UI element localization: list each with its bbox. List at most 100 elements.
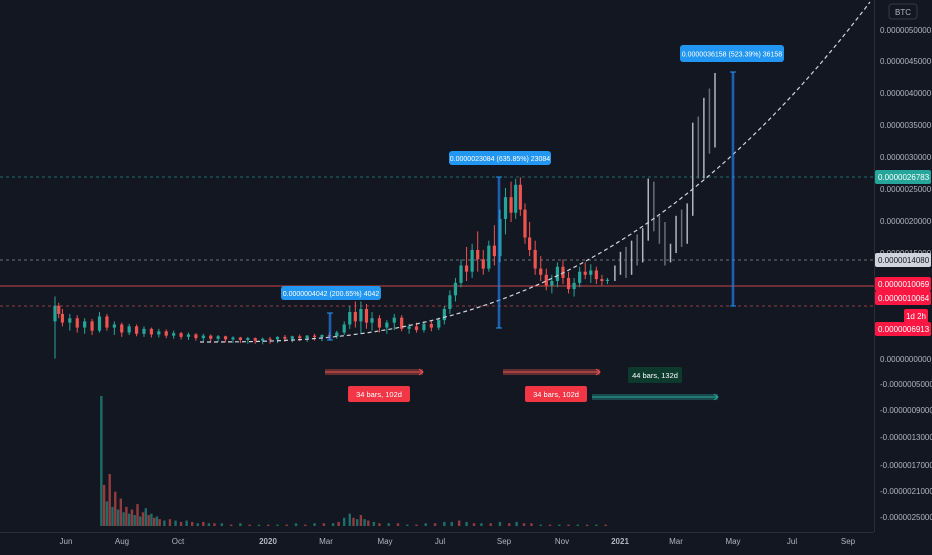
range-label-text: 44 bars, 132d	[632, 371, 678, 380]
time-tick-label: Jul	[787, 537, 797, 546]
volume-bar	[515, 521, 518, 526]
volume-bar	[139, 516, 142, 526]
candle-body	[498, 218, 502, 257]
volume-bar	[152, 517, 156, 526]
candle-body	[142, 328, 146, 334]
volume-bar	[604, 524, 607, 526]
candle-body	[448, 295, 452, 309]
candle-body	[179, 333, 183, 337]
volume-bar	[130, 509, 134, 526]
candle-body	[583, 271, 587, 275]
projection-curve	[200, 1, 871, 343]
volume-bar	[213, 523, 216, 526]
candle-body	[509, 197, 513, 213]
candle-body	[231, 337, 235, 340]
time-tick-label: Aug	[115, 537, 129, 546]
volume-bar	[125, 506, 128, 526]
volume-bar	[102, 484, 106, 526]
time-tick-label: Oct	[172, 537, 185, 546]
candle-body	[134, 326, 139, 334]
volume-bar	[114, 491, 117, 526]
volume-bar	[530, 523, 533, 526]
price-tick-label: -0.0000025000	[880, 513, 932, 522]
range-label-box	[628, 367, 682, 383]
candle-body	[112, 324, 116, 328]
volume-bar	[406, 524, 409, 526]
time-tick-label: Jun	[60, 537, 73, 546]
price-axis: 0.0000050000 0.0000045000 0.0000040000 0.00…	[880, 26, 932, 522]
candle-body	[209, 335, 213, 339]
volume-bar	[239, 523, 242, 526]
candle-body	[429, 323, 433, 328]
candle-body	[359, 308, 363, 322]
measure-label-text: 0.0000023084 (635.85%) 23084	[450, 156, 551, 163]
candle-body	[533, 249, 537, 269]
volume-bar	[141, 512, 145, 526]
candle-body	[364, 308, 369, 323]
range-label-text: 34 bars, 102d	[533, 390, 579, 399]
volume-bar	[229, 524, 233, 526]
candle-body	[275, 336, 280, 340]
measure-label-text: 0.0000004042 (200.65%) 4042	[283, 291, 380, 298]
volume-bar	[313, 523, 316, 526]
volume-bar	[304, 524, 307, 526]
volume-bar	[508, 523, 511, 526]
volume-bar	[158, 519, 161, 526]
volume-bar	[144, 508, 148, 526]
volume-bar	[480, 523, 483, 526]
price-label-text: 1d 2h	[906, 312, 926, 321]
candle-body	[342, 324, 346, 333]
price-tick-label: 0.0000035000	[880, 121, 932, 130]
candle-body	[481, 259, 485, 269]
candle-body	[392, 317, 396, 323]
candle-body	[555, 266, 560, 282]
volume-bar	[558, 524, 561, 526]
candle-body	[523, 209, 527, 238]
volume-bar	[498, 521, 502, 526]
volume-bar	[147, 515, 150, 526]
range-label-box	[348, 386, 410, 402]
candle-body	[246, 338, 250, 340]
candle-body	[377, 318, 382, 328]
price-tick-label: 0.0000040000	[880, 89, 932, 98]
candle-body	[453, 282, 458, 296]
price-tick-label: 0.0000020000	[880, 217, 932, 226]
volume-bar	[359, 515, 363, 526]
candle-body	[290, 336, 294, 339]
candle-body	[53, 305, 57, 322]
volume-bar	[595, 524, 598, 526]
volume-bar	[522, 523, 526, 526]
candle-body	[572, 282, 576, 290]
volume-bar	[196, 523, 199, 526]
time-tick-label: May	[377, 537, 392, 546]
volume-bar	[163, 520, 166, 526]
volume-bar	[174, 520, 177, 526]
candle-body	[157, 331, 161, 335]
volume-bar	[133, 515, 136, 526]
volume-bar	[202, 521, 205, 526]
price-label-text: 0.0000010069	[878, 280, 930, 289]
candle-body	[353, 312, 357, 322]
candle-body	[422, 323, 426, 331]
price-label-text: 0.0000010064	[878, 294, 930, 303]
candle-body	[464, 265, 469, 272]
volume-bar	[267, 524, 270, 526]
volume-bar	[190, 521, 194, 526]
price-tick-label: 0.0000050000	[880, 26, 932, 35]
measure-label-box	[281, 286, 381, 300]
volume-bar	[396, 523, 400, 526]
candle-body	[283, 336, 287, 339]
time-axis: Jun Aug Oct 2020 Mar May Jul Sep Nov 2021 Mar May Ju…	[60, 537, 856, 546]
candle-body	[327, 335, 331, 337]
range-annotations: 34 bars, 102d 34 bars, 102d 44 bars, 132d	[325, 367, 719, 402]
volume-bar	[415, 524, 418, 526]
price-tick-label: -0.0000021000	[880, 487, 932, 496]
currency-badge	[888, 3, 918, 20]
time-tick-label: May	[725, 537, 740, 546]
volume-bar	[424, 523, 427, 526]
candle-body	[470, 249, 474, 272]
volume-bar	[457, 520, 461, 526]
